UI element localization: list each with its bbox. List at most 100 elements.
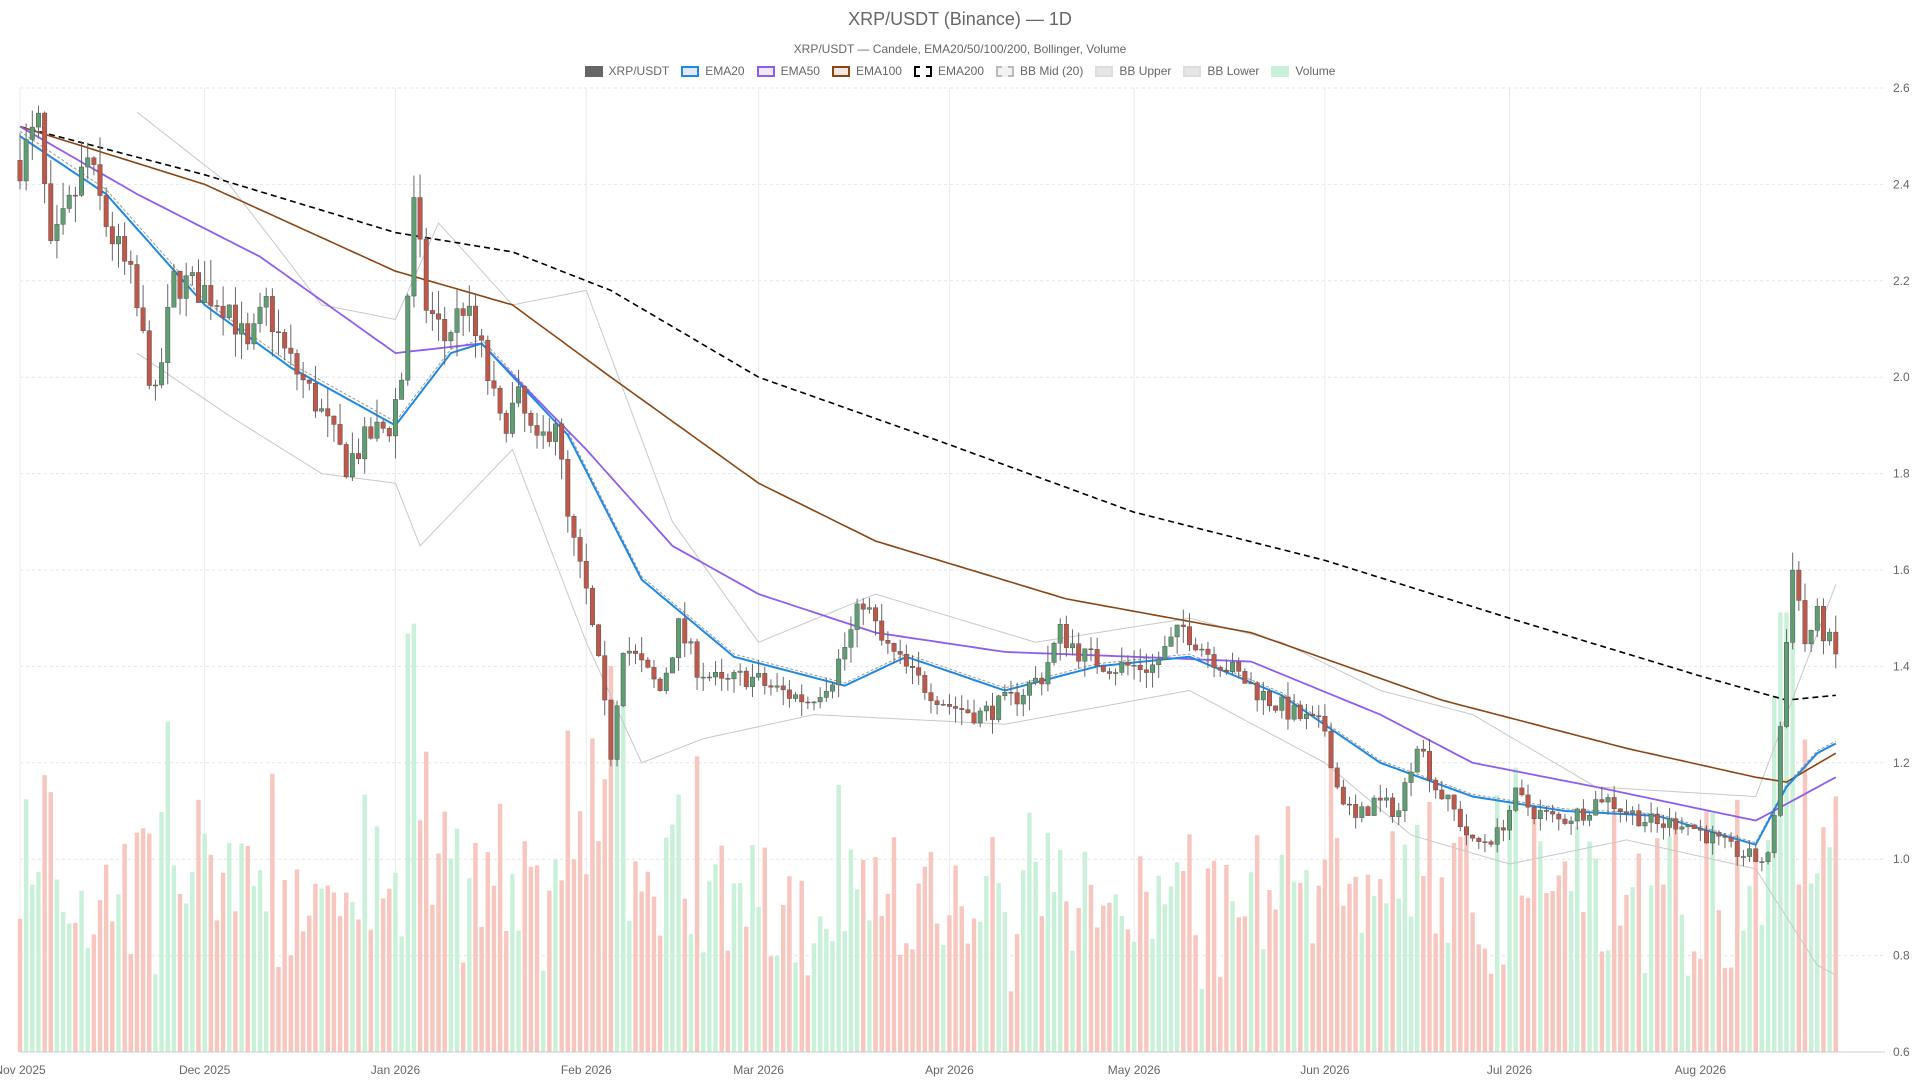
volume-bar: [990, 836, 995, 1052]
volume-bar: [245, 845, 250, 1052]
volume-bar: [362, 794, 367, 1052]
candle-body: [411, 197, 417, 297]
candle-body: [386, 428, 392, 437]
candle-body: [1020, 695, 1026, 705]
legend-item-bb-mid-20[interactable]: BB Mid (20): [996, 64, 1083, 78]
volume-bar: [1704, 811, 1709, 1052]
legend-item-xrp-usdt[interactable]: XRP/USDT: [584, 64, 669, 78]
volume-bar: [577, 811, 583, 1052]
legend-item-ema200[interactable]: EMA200: [913, 64, 984, 78]
x-tick-label: Jan 2026: [371, 1063, 421, 1077]
candle-body: [786, 689, 792, 699]
candle-body: [1094, 649, 1100, 667]
volume-bar: [325, 885, 330, 1052]
candle-body: [626, 650, 632, 654]
volume-bar: [257, 870, 263, 1052]
legend-item-ema50[interactable]: EMA50: [756, 64, 820, 78]
volume-bar: [737, 883, 743, 1052]
volume-bar: [424, 751, 429, 1052]
volume-bar: [1821, 827, 1826, 1052]
candle-body: [1328, 730, 1334, 769]
y-tick-label: 2.0: [1893, 370, 1910, 384]
legend-item-ema20[interactable]: EMA20: [681, 64, 745, 78]
candle-body: [442, 319, 448, 342]
candle-body: [23, 139, 29, 182]
volume-bar: [817, 916, 823, 1052]
candle-body: [928, 692, 934, 702]
candle-body: [1026, 682, 1032, 696]
volume-bar: [97, 900, 103, 1052]
volume-bar: [744, 926, 749, 1052]
candle-body: [1365, 806, 1371, 816]
candle-body: [528, 413, 534, 426]
volume-bar: [701, 952, 706, 1052]
legend-item-volume[interactable]: Volume: [1271, 64, 1335, 78]
volume-bar: [1168, 886, 1174, 1052]
candle-body: [405, 295, 411, 381]
candle-body: [54, 224, 60, 241]
candle-body: [392, 399, 398, 437]
volume-bar: [1691, 951, 1697, 1052]
volume-bar: [1242, 916, 1248, 1052]
volume-bar: [1771, 696, 1777, 1052]
volume-bar: [1045, 833, 1051, 1052]
candle-body: [42, 112, 48, 184]
volume-bar: [553, 859, 558, 1052]
legend-swatch: [996, 65, 1014, 77]
volume-bar: [1396, 898, 1401, 1052]
candle-body: [116, 236, 121, 245]
volume-bar: [1599, 951, 1605, 1052]
volume-bar: [731, 883, 737, 1052]
volume-bar: [313, 883, 318, 1052]
legend-item-ema100[interactable]: EMA100: [831, 64, 902, 78]
volume-bar: [1747, 885, 1752, 1052]
volume-bar: [873, 857, 878, 1052]
candle-body: [312, 383, 318, 412]
ema-lines: [19, 125, 1837, 846]
candle-body: [762, 673, 768, 686]
candle-body: [1106, 671, 1112, 674]
volume-bar: [454, 828, 460, 1052]
volume-bar: [307, 915, 312, 1052]
candle-body: [325, 408, 331, 417]
volume-bar: [85, 947, 90, 1052]
volume-bar: [781, 905, 786, 1052]
candle-body: [700, 676, 706, 679]
volume-bar: [1722, 967, 1728, 1052]
candle-body: [423, 238, 429, 311]
y-tick-label: 1.2: [1893, 756, 1910, 770]
candle-body: [1377, 797, 1383, 801]
candle-body: [245, 323, 251, 345]
candle-body: [922, 674, 928, 693]
volume-bar: [1439, 877, 1445, 1052]
candle-body: [522, 386, 528, 414]
volume-bar: [645, 871, 651, 1052]
candle-body: [1180, 624, 1186, 627]
legend-item-bb-upper[interactable]: BB Upper: [1095, 64, 1171, 78]
volume-bar: [534, 865, 540, 1052]
candle-body: [540, 431, 546, 436]
volume-bar: [633, 861, 638, 1052]
volume-bar: [128, 953, 134, 1052]
candle-body: [1414, 748, 1420, 773]
candle-body: [1340, 786, 1346, 805]
ema50-line: [19, 125, 1837, 822]
volume-bar: [251, 886, 257, 1052]
volume-bar: [910, 949, 915, 1052]
volume-bar: [879, 915, 884, 1052]
candle-body: [1445, 794, 1451, 800]
candle-body: [1753, 848, 1759, 863]
candle-body: [1593, 799, 1599, 816]
candle-body: [571, 516, 577, 538]
candle-body: [208, 285, 214, 306]
candle-body: [1371, 797, 1377, 816]
legend-item-bb-lower[interactable]: BB Lower: [1183, 64, 1259, 78]
volume-bar: [220, 872, 226, 1052]
candle-body: [553, 423, 558, 442]
volume-bar: [405, 633, 410, 1052]
candle-body: [1599, 799, 1605, 803]
candle-body: [1679, 826, 1685, 830]
candle-body: [799, 694, 805, 703]
candle-body: [983, 705, 989, 712]
